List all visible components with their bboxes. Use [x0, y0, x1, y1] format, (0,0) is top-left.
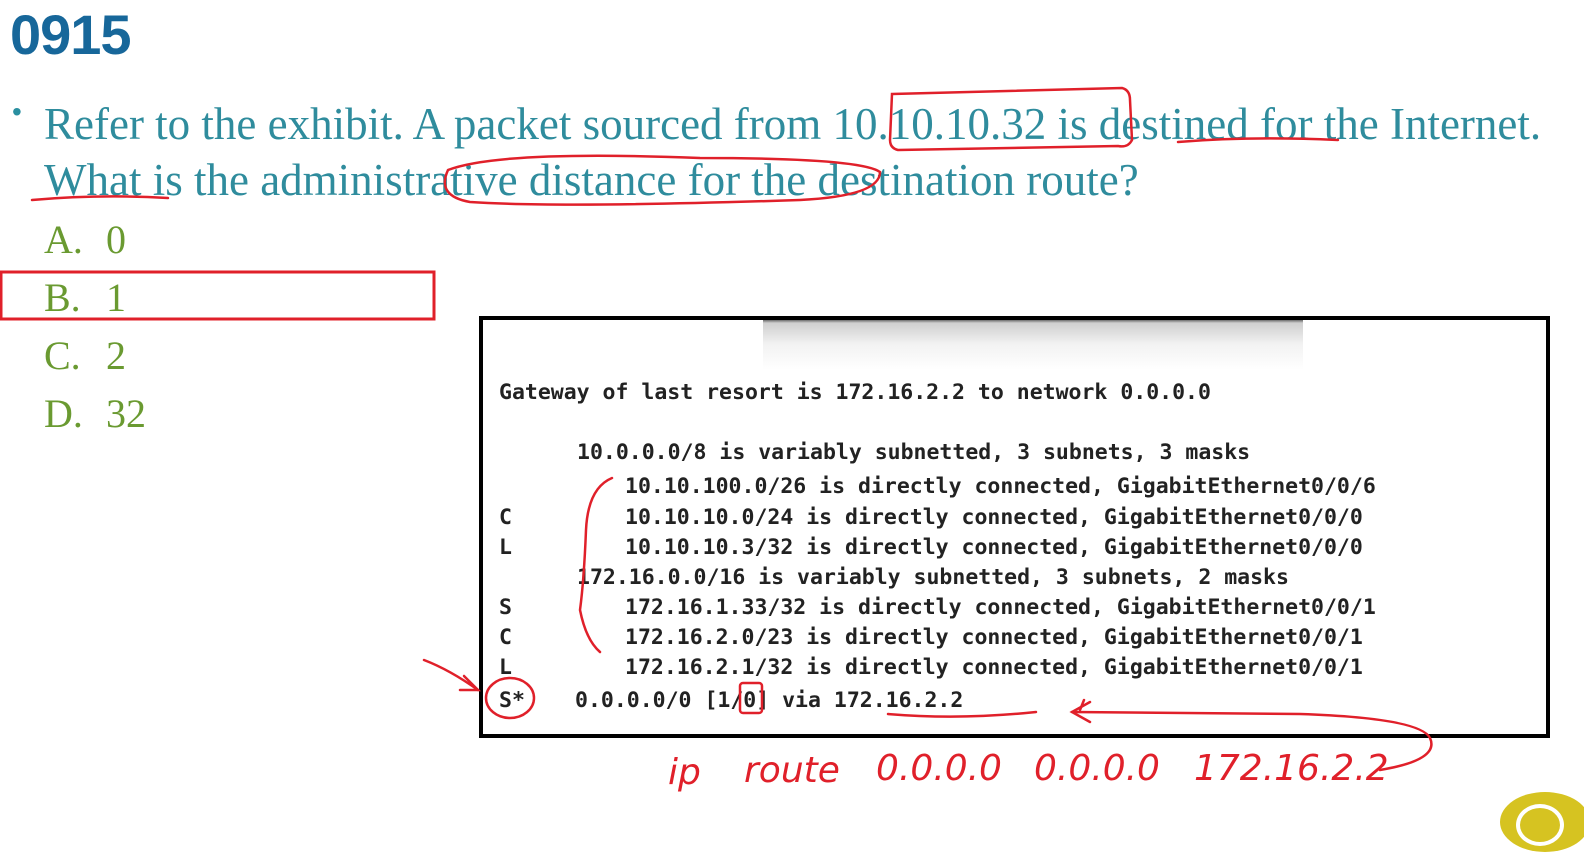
handwritten-route: route	[744, 750, 840, 791]
choice-a[interactable]: A. 0	[44, 216, 126, 263]
choice-letter: A.	[44, 217, 83, 262]
exhibit-shadow	[763, 320, 1303, 370]
choice-d[interactable]: D. 32	[44, 390, 146, 437]
annotation-arrow-to-default	[422, 658, 480, 692]
bullet-icon: •	[12, 96, 22, 127]
handwritten-nexthop: 172.16.2.2	[1194, 748, 1389, 789]
route-code: L	[499, 655, 512, 680]
handwritten-mask: 0.0.0.0	[1034, 748, 1160, 789]
handwritten-command: ip route 0.0.0.0 0.0.0.0 172.16.2.2	[668, 748, 1389, 793]
question-part: for the destination route?	[676, 155, 1139, 205]
route-code: C	[499, 505, 512, 530]
handwritten-ip: ip	[668, 752, 701, 793]
choice-c[interactable]: C. 2	[44, 332, 126, 379]
route-code: C	[499, 625, 512, 650]
question-keyword-ad: administrative distance	[260, 155, 677, 205]
choice-value: 32	[106, 391, 146, 436]
choice-value: 2	[106, 333, 126, 378]
question-text: Refer to the exhibit. A packet sourced f…	[44, 96, 1554, 208]
route-line: 10.10.10.3/32 is directly connected, Gig…	[625, 535, 1363, 560]
question-part: Refer to the exhibit. A packet sourced f…	[44, 99, 833, 149]
question-source-ip: 10.10.10.32	[832, 99, 1047, 149]
choice-letter: B.	[44, 275, 81, 320]
question-number: 0915	[10, 3, 132, 66]
route-code: S	[499, 595, 512, 620]
gateway-line: Gateway of last resort is 172.16.2.2 to …	[499, 380, 1211, 405]
handwritten-network: 0.0.0.0	[876, 748, 1002, 789]
route-line: 172.16.1.33/32 is directly connected, Gi…	[625, 595, 1376, 620]
question-part: is	[1046, 99, 1099, 149]
route-line: 172.16.2.0/23 is directly connected, Gig…	[625, 625, 1363, 650]
exhibit-routing-table: Gateway of last resort is 172.16.2.2 to …	[479, 316, 1550, 738]
choice-letter: D.	[44, 391, 83, 436]
question-part: for the	[1248, 99, 1390, 149]
route-line: 10.0.0.0/8 is variably subnetted, 3 subn…	[577, 440, 1251, 465]
route-line: 172.16.2.1/32 is directly connected, Gig…	[625, 655, 1363, 680]
route-code: L	[499, 535, 512, 560]
route-code-default: S*	[499, 688, 525, 713]
logo-badge-inner	[1516, 804, 1564, 846]
choice-letter: C.	[44, 333, 81, 378]
choice-value: 0	[106, 217, 126, 262]
route-line: 10.10.10.0/24 is directly connected, Gig…	[625, 505, 1363, 530]
question-keyword-destined: destined	[1098, 99, 1249, 149]
route-line: 172.16.0.0/16 is variably subnetted, 3 s…	[577, 565, 1289, 590]
choice-value: 1	[106, 275, 126, 320]
question-keyword-internet: Internet	[1389, 99, 1530, 149]
route-line: 10.10.100.0/26 is directly connected, Gi…	[625, 474, 1376, 499]
route-line-default: 0.0.0.0/0 [1/0] via 172.16.2.2	[575, 688, 964, 713]
choice-b[interactable]: B. 1	[44, 274, 126, 321]
